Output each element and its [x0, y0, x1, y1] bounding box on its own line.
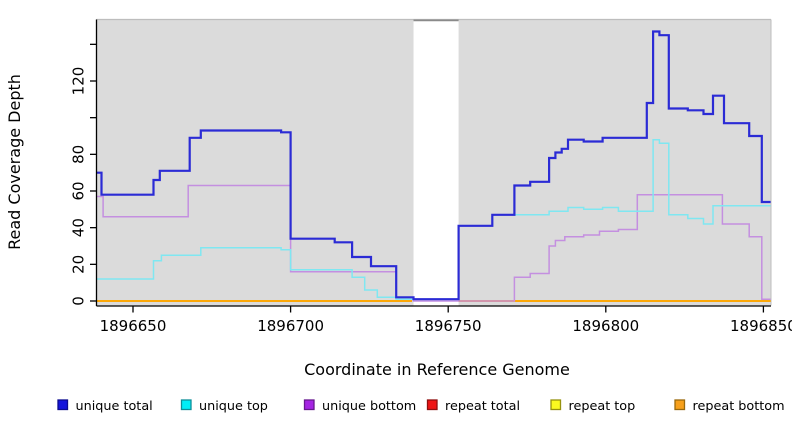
masked-region	[413, 20, 459, 306]
x-tick-label: 1896850	[730, 317, 792, 335]
x-tick-label: 1896750	[415, 317, 482, 335]
x-axis-title: Coordinate in Reference Genome	[304, 360, 570, 379]
series-unique-bottom	[96, 184, 771, 302]
y-tick-label: 40	[70, 218, 88, 237]
x-tick-label: 1896700	[257, 317, 324, 335]
y-tick-label: 80	[70, 145, 88, 164]
legend-swatch-unique-total	[57, 399, 69, 411]
legend-swatch-unique-bottom	[303, 399, 315, 411]
legend-swatch-unique-top	[180, 399, 192, 411]
legend-swatch-repeat-bottom	[674, 399, 686, 411]
legend-label-repeat-bottom: repeat bottom	[693, 399, 785, 414]
legend-swatch-repeat-top	[550, 399, 562, 411]
chart-generated-layer: 0 20 40 60 80 120 1896650 1896700 1896750 1896800…	[57, 18, 792, 414]
y-tick-label: 0	[70, 296, 88, 306]
legend-swatch-repeat-total	[426, 399, 438, 411]
legend-label-unique-total: unique total	[76, 399, 153, 414]
y-axis-title: Read Coverage Depth	[5, 74, 24, 250]
series-unique-top	[96, 138, 771, 300]
series-unique-total	[96, 30, 771, 301]
legend-label-repeat-total: repeat total	[445, 399, 520, 414]
legend-label-unique-top: unique top	[199, 399, 268, 414]
y-tick-label: 20	[70, 255, 88, 274]
legend-label-repeat-top: repeat top	[569, 399, 636, 414]
y-tick-label: 60	[70, 181, 88, 200]
legend-label-unique-bottom: unique bottom	[322, 399, 416, 414]
x-tick-label: 1896650	[100, 317, 167, 335]
y-tick-label: 120	[70, 67, 88, 96]
x-tick-label: 1896800	[572, 317, 639, 335]
